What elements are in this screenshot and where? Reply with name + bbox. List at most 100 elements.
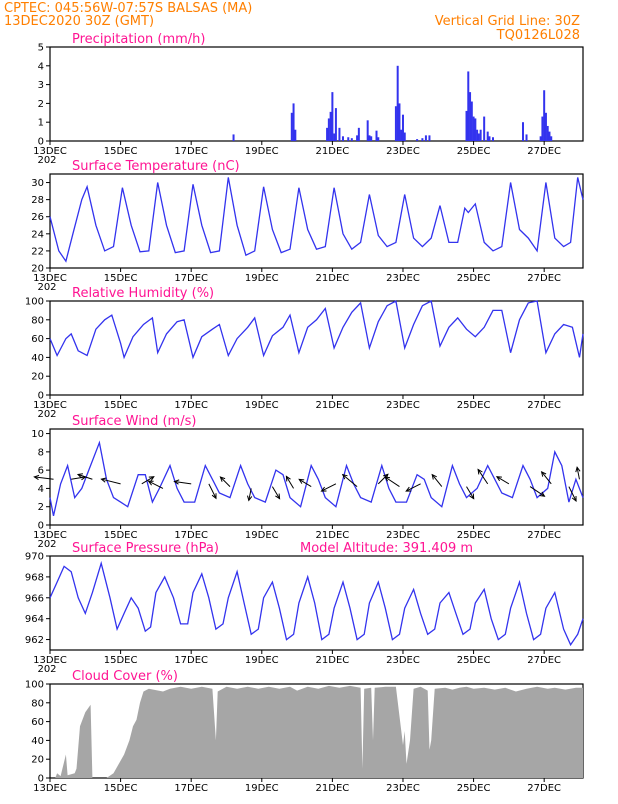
panel-rh: Relative Humidity (%) 0 20 40 60 80 100 13DEC 15… <box>25 286 584 420</box>
wind-arrow <box>101 478 121 485</box>
precip-bar <box>401 114 404 141</box>
wind-arrow-head <box>431 473 437 480</box>
precip-bar <box>375 130 378 141</box>
precip-bar <box>465 110 468 141</box>
x-tick-label: 19DEC <box>245 400 279 411</box>
panel-title: Surface Wind (m/s) <box>72 414 196 429</box>
plot-frame <box>49 555 584 651</box>
y-tick-label: 970 <box>25 552 44 563</box>
wind-arrow-head <box>211 493 217 500</box>
x-tick-label: 27DEC <box>527 530 561 541</box>
x-tick-label: 15DEC <box>104 783 138 794</box>
x-year-label-cut: 202 <box>37 155 56 166</box>
wind-arrow-head <box>219 476 226 482</box>
x-tick-label: 17DEC <box>174 530 208 541</box>
precip-bar <box>416 139 419 141</box>
y-tick-label: 20 <box>31 755 44 766</box>
y-tick-label: 964 <box>25 614 44 625</box>
y-tick-label: 962 <box>25 635 44 646</box>
y-tick-label: 80 <box>31 698 44 709</box>
precip-bar <box>479 129 482 141</box>
precip-bar <box>546 125 549 141</box>
panel-cloud: Cloud Cover (%) 0 20 40 60 80 100 13DEC 15DEC 17D… <box>25 669 584 794</box>
precip-bar <box>467 71 470 141</box>
precip-bar <box>472 116 475 141</box>
y-tick-label: 40 <box>31 353 44 364</box>
wind-arrow-head <box>148 476 155 482</box>
precip-bar <box>421 138 424 141</box>
precip-bar <box>550 136 553 141</box>
x-tick-label: 15DEC <box>104 273 138 284</box>
wind-arrow <box>285 476 294 489</box>
precip-bar <box>370 136 373 141</box>
y-tick-label: 2 <box>38 502 44 513</box>
y-tick-label: 3 <box>38 80 44 91</box>
precip-bar <box>521 122 524 141</box>
wind-arrow <box>406 483 421 492</box>
precip-bar <box>338 127 341 141</box>
precip-bar <box>357 127 360 141</box>
precip-bar <box>424 135 427 141</box>
precip-bar <box>326 127 329 141</box>
wind-arrow <box>431 474 443 487</box>
x-tick-label: 27DEC <box>527 783 561 794</box>
precip-bar <box>428 135 431 141</box>
wind-arrow-head <box>76 473 83 479</box>
x-tick-label: 19DEC <box>245 273 279 284</box>
y-tick-label: 80 <box>31 315 44 326</box>
y-tick-label: 2 <box>38 99 44 110</box>
wind-arrow-head <box>495 476 502 482</box>
precip-bar <box>474 118 477 141</box>
x-tick-label: 25DEC <box>457 783 491 794</box>
x-tick-label: 25DEC <box>457 273 491 284</box>
wind-arrow-head <box>341 473 348 480</box>
header-datetime: 13DEC2020 30Z (GMT) <box>4 14 154 29</box>
wind-arrow-head <box>100 477 107 483</box>
x-tick-label: 19DEC <box>245 783 279 794</box>
x-tick-label: 23DEC <box>386 530 420 541</box>
x-tick-label: 19DEC <box>245 530 279 541</box>
x-tick-label: 17DEC <box>174 783 208 794</box>
x-tick-label: 17DEC <box>174 655 208 666</box>
x-tick-label: 15DEC <box>104 400 138 411</box>
temp-line <box>49 177 584 263</box>
header-location: CPTEC: 045:56W-07:57S BALSAS (MA) <box>4 1 252 16</box>
precip-bar <box>544 112 547 141</box>
precip-bar <box>350 138 353 141</box>
model-altitude-label: Model Altitude: 391.409 m <box>300 541 473 556</box>
y-tick-label: 968 <box>25 572 44 583</box>
x-tick-label: 25DEC <box>457 146 491 157</box>
wind-arrow-head <box>298 478 305 484</box>
wind-arrow-head <box>33 474 40 481</box>
wind-arrow <box>208 483 217 499</box>
x-tick-label: 25DEC <box>457 530 491 541</box>
x-tick-label: 13DEC <box>33 530 67 541</box>
x-tick-label: 23DEC <box>386 655 420 666</box>
wind-line <box>49 440 584 517</box>
x-tick-label: 27DEC <box>527 146 561 157</box>
wind-arrow-head <box>540 471 547 477</box>
x-tick-label: 27DEC <box>527 400 561 411</box>
panel-title: Relative Humidity (%) <box>72 286 214 301</box>
x-tick-label: 19DEC <box>245 146 279 157</box>
rh-line <box>49 300 584 360</box>
wind-arrow-head <box>247 495 253 502</box>
precip-bar <box>290 112 293 141</box>
wind-arrow-head <box>147 480 154 486</box>
wind-arrow-head <box>285 475 291 482</box>
panel-title: Cloud Cover (%) <box>72 669 178 684</box>
precip-bar <box>331 92 334 141</box>
precip-bar <box>334 108 337 141</box>
y-tick-label: 26 <box>31 212 44 223</box>
y-tick-label: 8 <box>38 447 44 458</box>
precip-bar <box>377 137 380 141</box>
precip-bar <box>329 111 332 141</box>
y-tick-label: 0 <box>38 137 44 148</box>
x-tick-label: 25DEC <box>457 655 491 666</box>
wind-arrow <box>298 478 312 488</box>
panel-title: Surface Pressure (hPa) <box>72 541 219 556</box>
wind-arrow-head <box>275 493 281 500</box>
wind-arrow <box>541 471 552 485</box>
